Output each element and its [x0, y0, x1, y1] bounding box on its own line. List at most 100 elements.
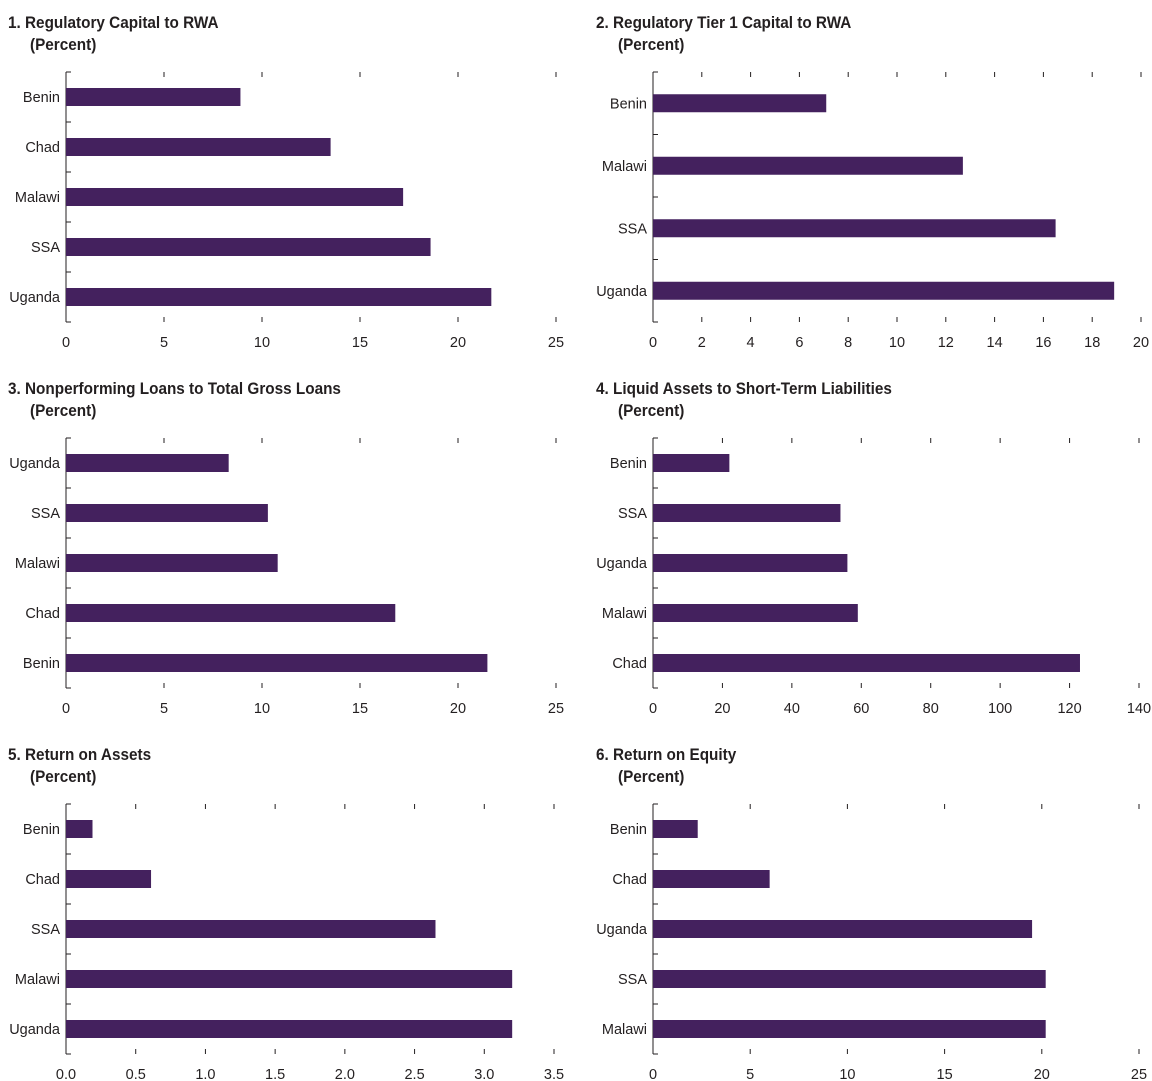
bar [66, 604, 396, 622]
x-tick-label: 120 [1057, 701, 1081, 717]
bar [66, 188, 404, 206]
bar [653, 970, 1046, 988]
x-tick-label: 80 [923, 701, 939, 717]
x-tick-label: 0 [649, 701, 657, 717]
category-label: Malawi [602, 606, 647, 622]
bar [653, 504, 841, 522]
category-label: Malawi [15, 556, 60, 572]
category-label: SSA [31, 240, 60, 256]
x-tick-label: 16 [1035, 335, 1051, 351]
bar [66, 288, 492, 306]
chart-title: 3. Nonperforming Loans to Total Gross Lo… [8, 379, 341, 398]
bar-chart: 0 5 10 15 20 25 Benin Chad Uganda SSA Malawi [596, 803, 1147, 1081]
category-label: Chad [25, 872, 60, 888]
bar-chart: 0 20 40 60 80 100 120 140 Benin SSA Uganda Malawi Ch… [596, 437, 1151, 717]
bar [66, 820, 93, 838]
chart-panel-3: 3. Nonperforming Loans to Total Gross Lo… [0, 378, 576, 728]
x-tick-label: 20 [714, 701, 730, 717]
category-label: Malawi [602, 1022, 647, 1038]
bar [66, 238, 431, 256]
x-tick-label: 2.5 [404, 1067, 424, 1081]
category-label: SSA [31, 506, 60, 522]
chart-panel-2: 2. Regulatory Tier 1 Capital to RWA (Per… [588, 12, 1152, 362]
x-tick-label: 1.0 [195, 1067, 215, 1081]
x-tick-label: 10 [254, 701, 270, 717]
chart-subtitle: (Percent) [30, 401, 97, 420]
x-tick-label: 20 [450, 335, 466, 351]
category-label: Benin [23, 656, 60, 672]
chart-panel-6: 6. Return on Equity (Percent) 0 5 10 15 20 25… [588, 744, 1152, 1081]
x-tick-label: 1.5 [265, 1067, 285, 1081]
category-label: Benin [610, 456, 647, 472]
category-label: Chad [612, 656, 647, 672]
x-tick-label: 15 [352, 335, 368, 351]
bar [653, 1020, 1046, 1038]
x-tick-label: 0 [649, 335, 657, 351]
category-label: SSA [618, 972, 647, 988]
bar [653, 654, 1080, 672]
category-label: Malawi [15, 190, 60, 206]
bar [653, 554, 848, 572]
category-label: Uganda [9, 456, 61, 472]
x-tick-label: 140 [1127, 701, 1151, 717]
bar [66, 138, 331, 156]
x-tick-label: 14 [987, 335, 1003, 351]
x-tick-label: 0 [62, 335, 70, 351]
chart-subtitle: (Percent) [30, 35, 97, 54]
chart-panel-1: 1. Regulatory Capital to RWA (Percent) 0… [0, 12, 576, 362]
x-tick-label: 100 [988, 701, 1012, 717]
x-tick-label: 0.5 [126, 1067, 146, 1081]
bar [653, 604, 858, 622]
x-tick-label: 5 [746, 1067, 754, 1081]
bar [66, 920, 436, 938]
category-label: Benin [23, 90, 60, 106]
bar [653, 94, 827, 113]
chart-subtitle: (Percent) [618, 35, 685, 54]
chart-panel-4: 4. Liquid Assets to Short-Term Liabiliti… [588, 378, 1152, 728]
x-tick-label: 40 [784, 701, 800, 717]
bar-chart: 0 5 10 15 20 25 Benin Chad Malawi SSA Uganda [9, 71, 564, 351]
bar [66, 654, 488, 672]
category-label: Uganda [596, 284, 648, 300]
x-tick-label: 10 [254, 335, 270, 351]
x-tick-label: 15 [352, 701, 368, 717]
x-tick-label: 18 [1084, 335, 1100, 351]
x-tick-label: 10 [839, 1067, 855, 1081]
category-label: Benin [610, 96, 647, 112]
bar [66, 88, 241, 106]
x-tick-label: 60 [853, 701, 869, 717]
category-label: SSA [618, 221, 647, 237]
x-tick-label: 20 [1034, 1067, 1050, 1081]
bar [653, 454, 730, 472]
category-label: Chad [25, 606, 60, 622]
bar [653, 281, 1115, 300]
x-tick-label: 2 [698, 335, 706, 351]
category-label: Uganda [9, 1022, 61, 1038]
category-label: Malawi [602, 159, 647, 175]
category-label: Chad [25, 140, 60, 156]
chart-title: 6. Return on Equity [596, 745, 737, 764]
chart-subtitle: (Percent) [618, 401, 685, 420]
x-tick-label: 20 [450, 701, 466, 717]
x-tick-label: 25 [1131, 1067, 1147, 1081]
category-label: SSA [618, 506, 647, 522]
x-tick-label: 0 [62, 701, 70, 717]
category-label: Uganda [596, 556, 648, 572]
chart-title: 1. Regulatory Capital to RWA [8, 13, 219, 32]
chart-panel-5: 5. Return on Assets (Percent) 0.0 0.5 1.0 1… [0, 744, 576, 1081]
x-tick-label: 15 [937, 1067, 953, 1081]
x-tick-label: 3.0 [474, 1067, 494, 1081]
chart-subtitle: (Percent) [30, 767, 97, 786]
bar [66, 970, 513, 988]
bar [653, 820, 698, 838]
bar [653, 219, 1056, 238]
bar [66, 504, 268, 522]
x-tick-label: 0 [649, 1067, 657, 1081]
bar [66, 554, 278, 572]
category-label: SSA [31, 922, 60, 938]
bar-chart: 0 2 4 6 8 10 12 14 16 18 20 Benin Malawi SSA Uganda [596, 71, 1149, 351]
bar [66, 870, 152, 888]
x-tick-label: 25 [548, 701, 564, 717]
x-tick-label: 5 [160, 701, 168, 717]
x-tick-label: 4 [747, 335, 755, 351]
